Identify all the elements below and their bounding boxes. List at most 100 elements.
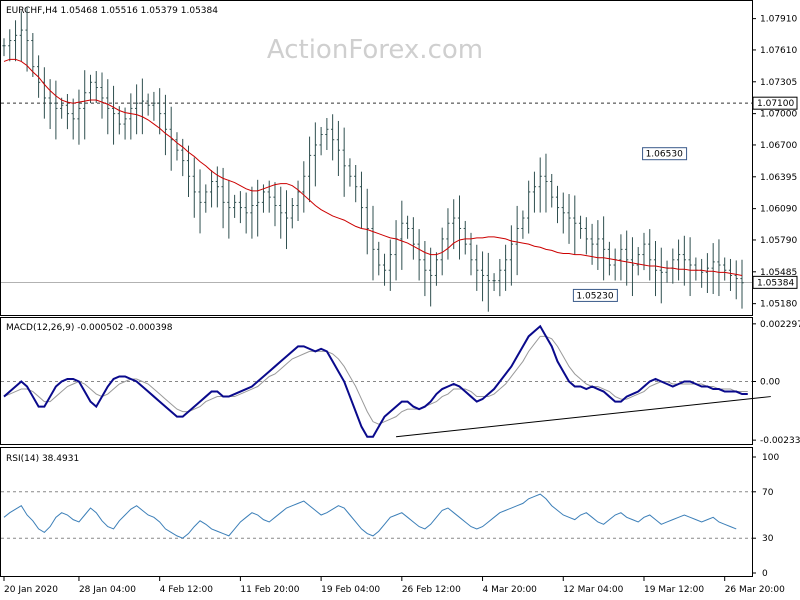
price-bar — [186, 145, 191, 197]
price-bar — [31, 33, 35, 77]
price-bar — [504, 244, 508, 291]
level-badge: 1.07100 — [752, 96, 798, 110]
price-bar — [325, 118, 329, 151]
price-bar — [296, 180, 300, 222]
price-bar — [417, 229, 421, 281]
price-axis-tick-label: 1.06700 — [760, 141, 797, 151]
macd-panel-title: MACD(12,26,9) -0.000502 -0.000398 — [6, 323, 173, 333]
rsi-axis-tick-label: 30 — [762, 534, 774, 544]
price-bar — [486, 252, 490, 312]
price-axis-tick-label: 1.05790 — [760, 236, 797, 246]
price-bar — [509, 225, 513, 286]
price-bar — [676, 239, 681, 281]
price-bar — [659, 247, 663, 304]
price-annotation-label: 1.05230 — [576, 291, 613, 301]
price-badges: 1.07100 1.05384 — [752, 96, 798, 289]
time-axis-tick-label: 4 Mar 20:00 — [483, 585, 538, 595]
watermark: ActionForex.com — [267, 35, 483, 65]
price-annotation: 1.06530 — [642, 147, 688, 161]
price-bar — [2, 38, 6, 57]
price-bar — [440, 227, 444, 276]
time-axis-tick-label: 26 Feb 12:00 — [402, 585, 461, 595]
price-bar — [209, 170, 214, 208]
macd-axis-tick-label: 0.00 — [760, 378, 780, 388]
price-bar — [452, 199, 456, 250]
price-bar — [728, 258, 733, 291]
price-axis-tick-label: 1.07910 — [760, 15, 797, 25]
price-bar — [480, 251, 485, 302]
price-bar — [544, 153, 548, 213]
price-bar — [578, 215, 583, 239]
price-bar — [71, 98, 75, 140]
price-bar — [129, 93, 133, 140]
price-bar — [146, 93, 150, 116]
time-axis-tick-label: 11 Feb 20:00 — [240, 585, 299, 595]
price-bar — [8, 29, 12, 62]
price-bar — [25, 7, 29, 72]
price-bar — [492, 273, 496, 292]
badge-label: 1.05384 — [757, 278, 794, 288]
macd-axis-tick-label: -0.002336 — [760, 436, 800, 446]
price-bar — [475, 244, 479, 291]
price-bar — [13, 20, 18, 62]
price-bar — [250, 186, 254, 239]
price-bar — [434, 252, 439, 286]
price-bar — [192, 157, 196, 218]
price-bar — [705, 253, 710, 293]
price-bar — [111, 85, 116, 145]
price-bar — [77, 89, 81, 145]
price-bar — [411, 217, 415, 260]
price-bar — [521, 210, 525, 239]
rsi-panel-title: RSI(14) 38.4931 — [6, 454, 79, 464]
price-bar — [106, 79, 110, 135]
price-bar — [331, 114, 335, 161]
price-bar — [244, 192, 248, 234]
time-axis-tick-label: 4 Feb 12:00 — [160, 585, 214, 595]
price-bar — [377, 241, 381, 276]
time-axis-tick-label: 12 Mar 04:00 — [563, 585, 623, 595]
price-bar — [354, 164, 358, 203]
price-bar — [140, 78, 144, 135]
price-bar — [405, 215, 410, 239]
price-bar — [284, 190, 289, 250]
price-bar — [371, 205, 375, 281]
price-bar — [688, 237, 692, 297]
price-bar — [279, 186, 283, 239]
price-axis-tick-label: 1.07000 — [760, 110, 797, 120]
price-bar — [163, 94, 168, 156]
price-bar — [83, 70, 87, 140]
price-bar — [307, 136, 312, 203]
rsi-level-lines — [1, 491, 752, 539]
price-bar — [446, 208, 450, 260]
price-axis: 1.07910 1.07610 1.07305 1.07000 1.06700 1.063… — [752, 15, 797, 310]
rsi-line — [3, 493, 737, 539]
price-bar — [469, 232, 473, 276]
price-axis-tick-label: 1.05485 — [760, 268, 797, 278]
price-bar — [359, 171, 364, 229]
macd-axis: 0.002297 0.00 -0.002336 — [752, 320, 800, 446]
macd-trend-line — [396, 396, 771, 438]
price-bar — [181, 138, 185, 177]
price-axis-tick-label: 1.06395 — [760, 173, 797, 183]
rsi-panel-frame — [0, 447, 753, 577]
price-bar — [169, 106, 173, 171]
price-bar — [596, 220, 600, 270]
moving-average-line — [3, 58, 743, 276]
price-bar — [336, 120, 341, 177]
price-bar — [625, 230, 629, 286]
price-bar — [400, 200, 404, 270]
time-axis-tick-label: 20 Jan 2020 — [4, 585, 58, 595]
price-bar — [88, 74, 93, 104]
price-bar — [429, 247, 433, 307]
price-bar — [538, 157, 542, 213]
price-bar — [561, 192, 565, 234]
time-axis-tick-label: 19 Feb 04:00 — [321, 585, 380, 595]
price-bar — [94, 71, 98, 104]
price-annotation-label: 1.06530 — [646, 150, 683, 160]
price-bar — [648, 229, 652, 281]
price-bar — [313, 122, 317, 187]
price-bar — [342, 127, 346, 197]
price-bar — [348, 158, 352, 187]
price-bar — [267, 180, 271, 213]
